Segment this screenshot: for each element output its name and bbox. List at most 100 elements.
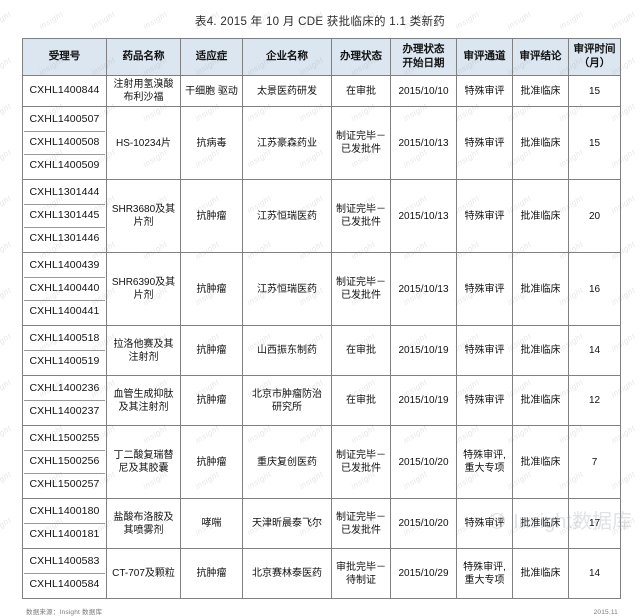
- table-row: CXHL1400583 CXHL1400584 CT-707及颗粒 抗肿瘤 北京赛林泰医…: [22, 548, 621, 600]
- cell-drug-name: 注射用氢溴酸 布利沙福: [106, 74, 181, 108]
- cell-acceptance-numbers: CXHL1400439 CXHL1400440 CXHL1400441: [22, 252, 107, 327]
- acceptance-number: CXHL1400440: [24, 278, 105, 302]
- cell-indication: 抗肿瘤: [180, 252, 243, 327]
- cell-drug-name: CT-707及颗粒: [106, 548, 181, 600]
- table-header: 受理号 药品名称 适应症 企业名称 办理状态 办理状态 开始日期 审评通道 审评…: [22, 38, 621, 76]
- cell-drug-name: SHR3680及其 片剂: [106, 179, 181, 254]
- cell-company: 江苏恒瑞医药: [242, 179, 332, 254]
- cell-review-months: 7: [568, 425, 621, 500]
- footer: 数据来源：Insight 数据库 2015.11: [26, 606, 618, 616]
- acceptance-number: CXHL1400181: [29, 528, 100, 541]
- acceptance-number: CXHL1500256: [24, 451, 105, 475]
- cell-indication: 抗肿瘤: [180, 179, 243, 254]
- cell-acceptance-numbers: CXHL1400844: [22, 74, 107, 108]
- cell-status-date: 2015/10/13: [390, 106, 457, 181]
- cell-status: 制证完毕－ 已发批件: [331, 498, 391, 550]
- cell-status: 审批完毕－ 待制证: [331, 548, 391, 600]
- table-row: CXHL1400180 CXHL1400181 盐酸布洛胺及 其喷雾剂 哮喘 天津昕晨泰…: [22, 498, 621, 550]
- cell-review-channel: 特殊审评: [456, 498, 513, 550]
- cell-review-conclusion: 批准临床: [512, 548, 569, 600]
- cell-review-conclusion: 批准临床: [512, 498, 569, 550]
- acceptance-number: CXHL1400236: [24, 378, 105, 402]
- cell-review-conclusion: 批准临床: [512, 179, 569, 254]
- table-row: CXHL1400439 CXHL1400440 CXHL1400441 SHR6390…: [22, 252, 621, 327]
- cell-review-months: 14: [568, 325, 621, 377]
- cell-review-conclusion: 批准临床: [512, 375, 569, 427]
- cell-review-channel: 特殊审评: [456, 375, 513, 427]
- cell-review-channel: 特殊审评: [456, 325, 513, 377]
- drug-approval-table: 受理号 药品名称 适应症 企业名称 办理状态 办理状态 开始日期 审评通道 审评…: [22, 38, 621, 600]
- cell-status: 制证完毕－ 已发批件: [331, 425, 391, 500]
- data-source-label: 数据来源：Insight 数据库: [26, 609, 103, 616]
- acceptance-number: CXHL1400583: [24, 551, 105, 575]
- cell-review-months: 15: [568, 74, 621, 108]
- page-title: 表4. 2015 年 10 月 CDE 获批临床的 1.1 类新药: [194, 16, 446, 28]
- cell-indication: 抗肿瘤: [180, 375, 243, 427]
- column-header-company: 企业名称: [242, 38, 332, 76]
- table-container: 受理号 药品名称 适应症 企业名称 办理状态 办理状态 开始日期 审评通道 审评…: [22, 38, 621, 600]
- cell-review-channel: 特殊审评: [456, 179, 513, 254]
- cell-drug-name: 丁二酸复瑞替 尼及其胶囊: [106, 425, 181, 500]
- cell-acceptance-numbers: CXHL1301444 CXHL1301445 CXHL1301446: [22, 179, 107, 254]
- table-row: CXHL1400518 CXHL1400519 拉洛他赛及其 注射剂 抗肿瘤 山西振东制…: [22, 325, 621, 377]
- cell-acceptance-numbers: CXHL1400583 CXHL1400584: [22, 548, 107, 600]
- cell-status-date: 2015/10/13: [390, 252, 457, 327]
- cell-company: 山西振东制药: [242, 325, 332, 377]
- acceptance-number: CXHL1400519: [29, 355, 100, 368]
- acceptance-number: CXHL1400180: [24, 501, 105, 525]
- acceptance-number: CXHL1400509: [29, 159, 100, 172]
- cell-review-channel: 特殊审评: [456, 252, 513, 327]
- acceptance-number: CXHL1500257: [29, 478, 100, 491]
- column-header-drug-name: 药品名称: [106, 38, 181, 76]
- cell-review-months: 16: [568, 252, 621, 327]
- column-header-status-date: 办理状态 开始日期: [390, 38, 457, 76]
- table-body: CXHL1400844 注射用氢溴酸 布利沙福 干细胞 驱动 太景医药研发 在审批 201…: [22, 74, 621, 600]
- cell-review-channel: 特殊审评, 重大专项: [456, 548, 513, 600]
- document-page: 表4. 2015 年 10 月 CDE 获批临床的 1.1 类新药 受理号 药品…: [22, 16, 621, 616]
- cell-company: 天津昕晨泰飞尔: [242, 498, 332, 550]
- cell-status-date: 2015/10/19: [390, 325, 457, 377]
- cell-status-date: 2015/10/10: [390, 74, 457, 108]
- cell-status: 在审批: [331, 325, 391, 377]
- acceptance-number: CXHL1400508: [24, 132, 105, 156]
- table-row: CXHL1301444 CXHL1301445 CXHL1301446 SHR3680…: [22, 179, 621, 254]
- cell-company: 北京市肿瘤防治 研究所: [242, 375, 332, 427]
- acceptance-number: CXHL1400439: [24, 255, 105, 279]
- cell-acceptance-numbers: CXHL1400518 CXHL1400519: [22, 325, 107, 377]
- cell-indication: 干细胞 驱动: [180, 74, 243, 108]
- cell-drug-name: SHR6390及其 片剂: [106, 252, 181, 327]
- cell-indication: 哮喘: [180, 498, 243, 550]
- cell-status-date: 2015/10/20: [390, 498, 457, 550]
- cell-indication: 抗肿瘤: [180, 425, 243, 500]
- cell-review-conclusion: 批准临床: [512, 74, 569, 108]
- table-row: CXHL1400507 CXHL1400508 CXHL1400509 HS-1023…: [22, 106, 621, 181]
- acceptance-number: CXHL1500255: [24, 428, 105, 452]
- cell-status-date: 2015/10/20: [390, 425, 457, 500]
- cell-drug-name: HS-10234片: [106, 106, 181, 181]
- table-row: CXHL1500255 CXHL1500256 CXHL1500257 丁二酸复瑞替 …: [22, 425, 621, 500]
- acceptance-number: CXHL1400441: [29, 305, 100, 318]
- table-header-row: 受理号 药品名称 适应症 企业名称 办理状态 办理状态 开始日期 审评通道 审评…: [22, 38, 621, 76]
- cell-review-months: 12: [568, 375, 621, 427]
- cell-indication: 抗病毒: [180, 106, 243, 181]
- column-header-acceptance-number: 受理号: [22, 38, 107, 76]
- cell-review-months: 17: [568, 498, 621, 550]
- cell-company: 太景医药研发: [242, 74, 332, 108]
- cell-status: 在审批: [331, 375, 391, 427]
- cell-review-channel: 特殊审评: [456, 74, 513, 108]
- table-row: CXHL1400236 CXHL1400237 血管生成抑肽 及其注射剂 抗肿瘤 北京市…: [22, 375, 621, 427]
- cell-company: 重庆复创医药: [242, 425, 332, 500]
- cell-acceptance-numbers: CXHL1500255 CXHL1500256 CXHL1500257: [22, 425, 107, 500]
- cell-status: 制证完毕－ 已发批件: [331, 252, 391, 327]
- cell-drug-name: 血管生成抑肽 及其注射剂: [106, 375, 181, 427]
- cell-drug-name: 拉洛他赛及其 注射剂: [106, 325, 181, 377]
- cell-company: 江苏恒瑞医药: [242, 252, 332, 327]
- cell-company: 江苏豪森药业: [242, 106, 332, 181]
- cell-review-months: 20: [568, 179, 621, 254]
- cell-indication: 抗肿瘤: [180, 548, 243, 600]
- acceptance-number: CXHL1400237: [29, 405, 100, 418]
- acceptance-number: CXHL1301446: [29, 232, 100, 245]
- cell-status-date: 2015/10/13: [390, 179, 457, 254]
- cell-review-conclusion: 批准临床: [512, 106, 569, 181]
- acceptance-number: CXHL1400844: [29, 84, 100, 97]
